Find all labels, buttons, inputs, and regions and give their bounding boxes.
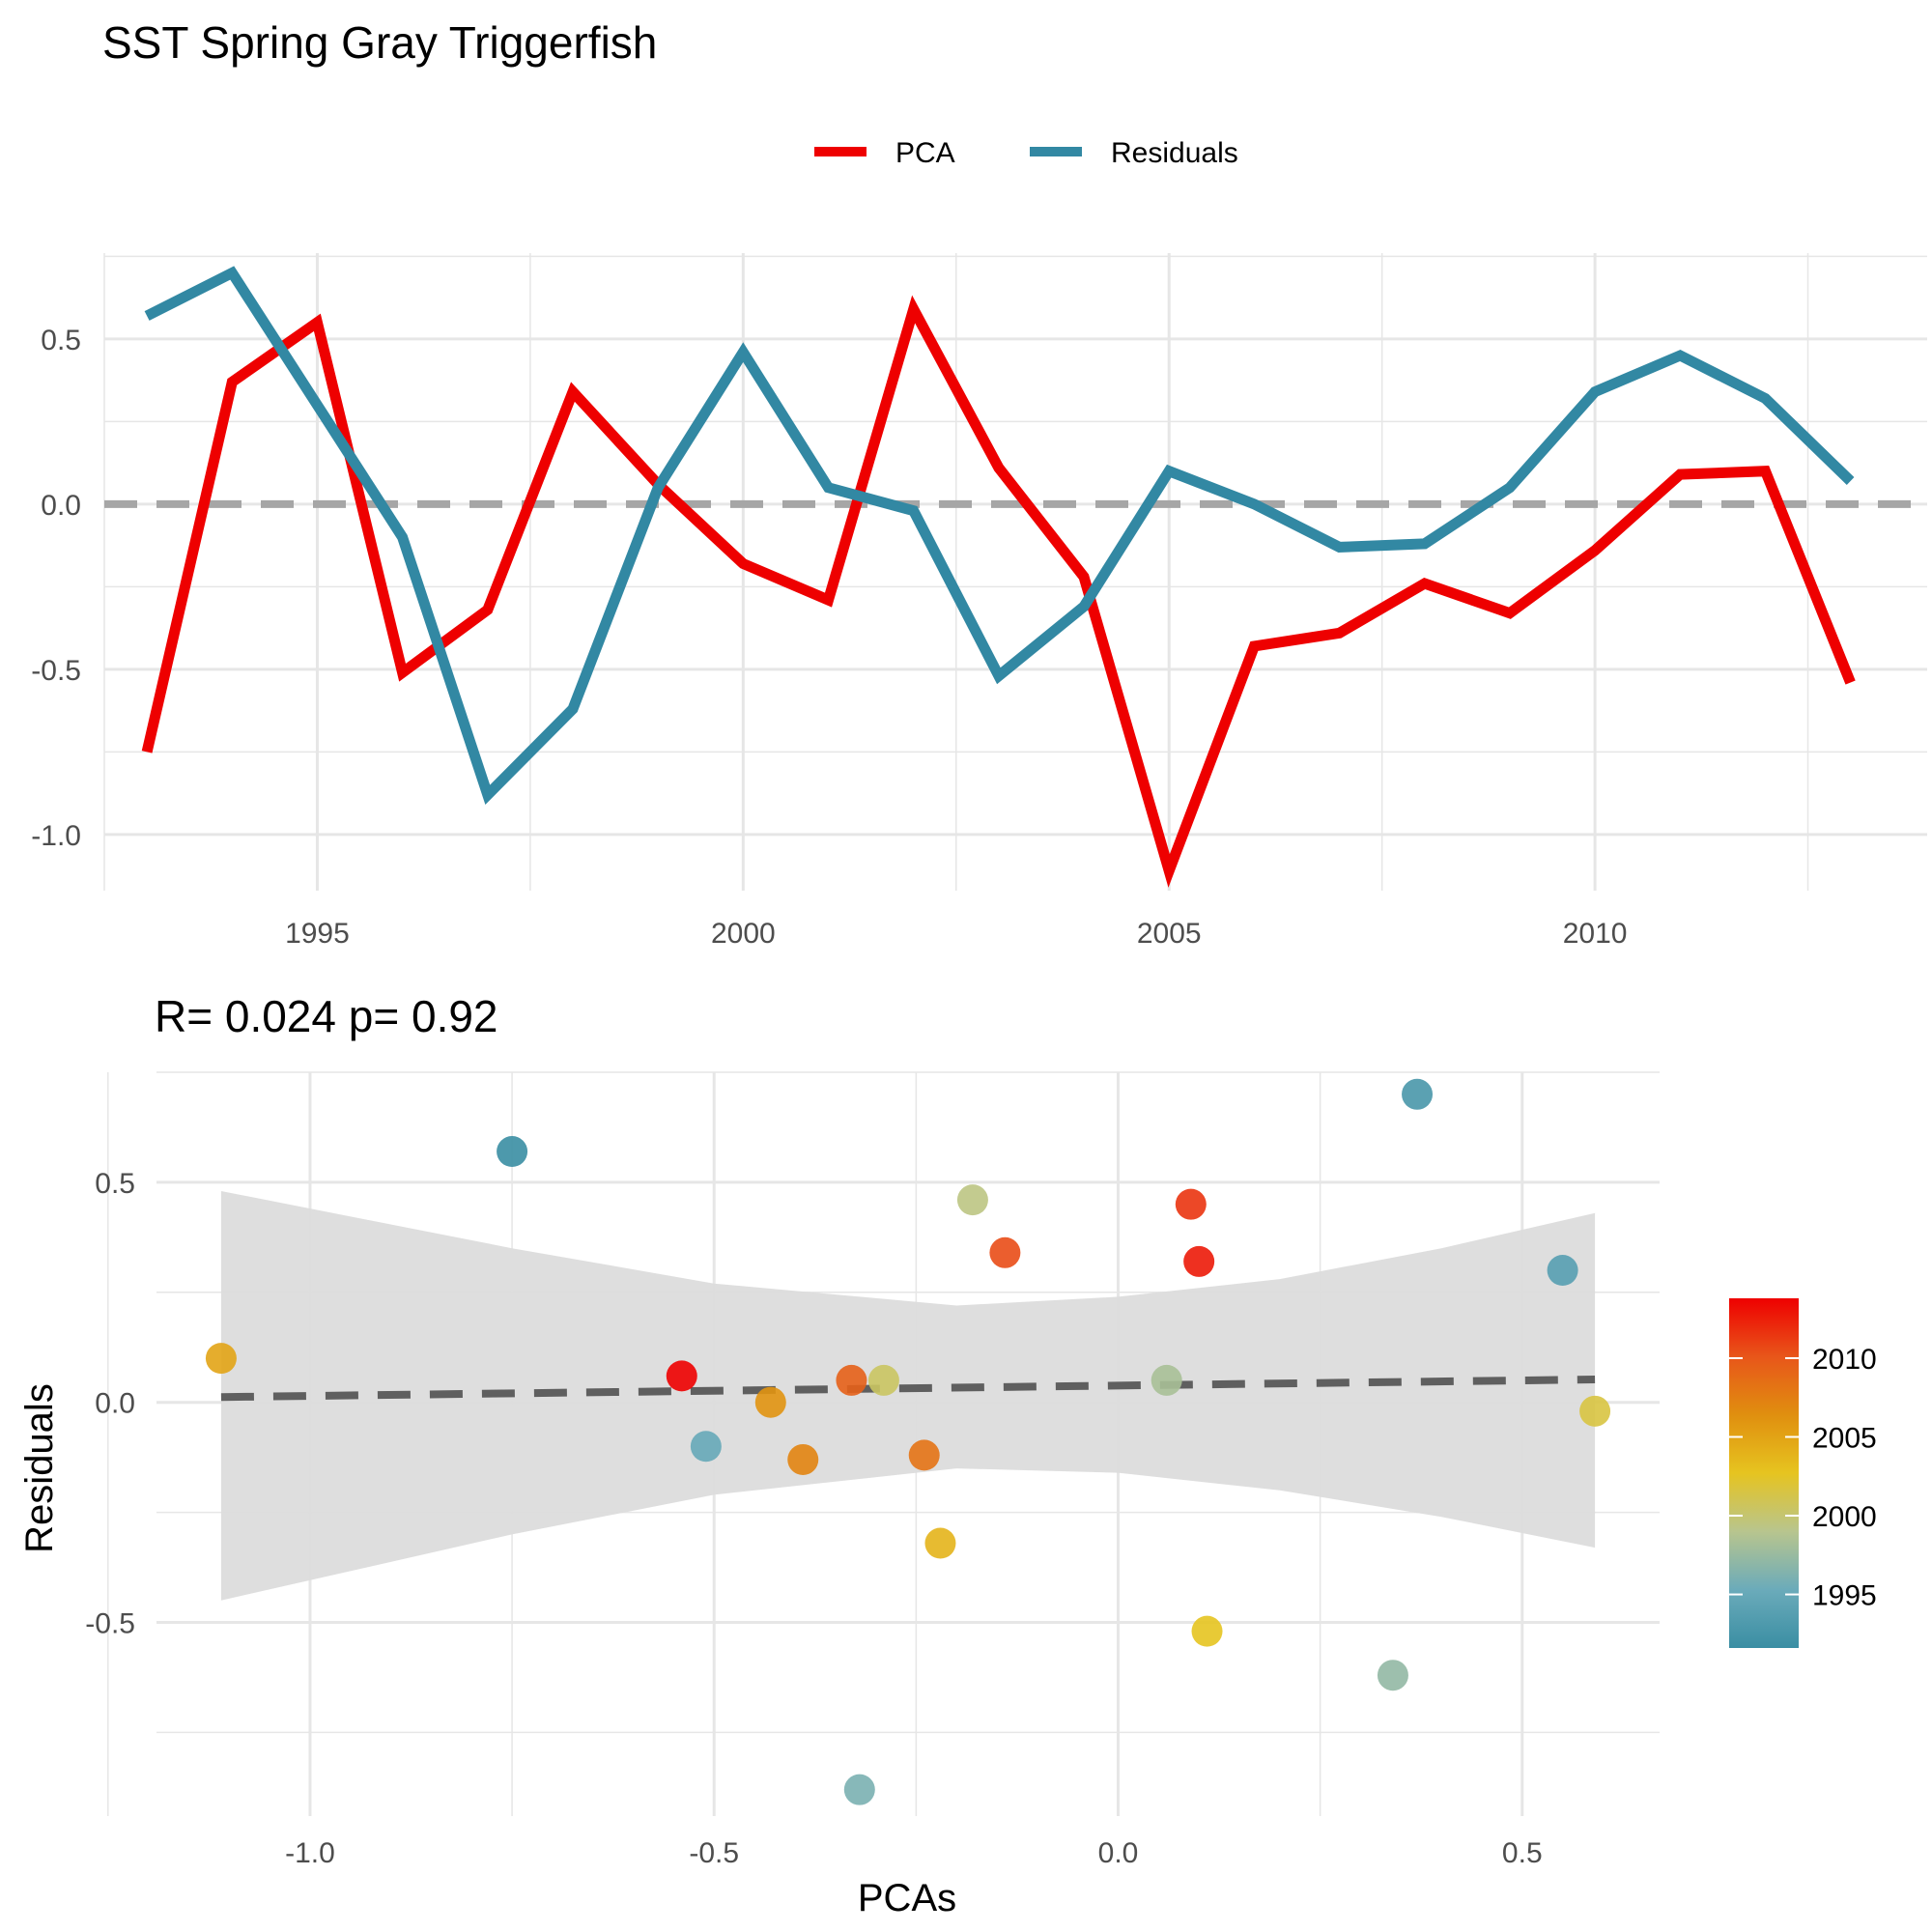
- x-tick-label: 2005: [1137, 918, 1202, 950]
- chart-title: SST Spring Gray Triggerfish: [102, 17, 657, 68]
- data-point: [205, 1343, 237, 1375]
- scatter-panel: -1.0 -0.5 0.0 0.5 0.5 0.0 -0.5: [85, 1071, 1660, 1869]
- x-tick-label: 0.5: [1502, 1837, 1543, 1869]
- data-point: [843, 1774, 875, 1805]
- data-point: [924, 1527, 956, 1559]
- data-point: [908, 1439, 940, 1471]
- x-tick-label: 2010: [1563, 918, 1628, 950]
- data-point: [754, 1386, 786, 1418]
- data-point: [836, 1364, 867, 1396]
- data-point: [867, 1364, 899, 1396]
- legend-pca-label: PCA: [895, 137, 955, 169]
- y-tick-label: 0.0: [41, 490, 81, 522]
- y-tick-label: -1.0: [31, 820, 81, 852]
- regression-fit-line: [220, 1376, 1596, 1402]
- data-point: [1183, 1245, 1215, 1277]
- y-tick-label: -0.5: [31, 655, 81, 687]
- x-tick-label: 0.0: [1098, 1837, 1139, 1869]
- data-point: [1547, 1255, 1578, 1287]
- x-axis-title: PCAs: [858, 1877, 956, 1919]
- series-line-pca: [141, 295, 1856, 888]
- x-tick-label: 1995: [285, 918, 350, 950]
- data-point: [1377, 1660, 1408, 1691]
- data-point: [989, 1236, 1021, 1268]
- y-tick-label: 0.5: [95, 1168, 135, 1200]
- x-tick-label: 2000: [711, 918, 776, 950]
- legend: PCA Residuals: [814, 137, 1238, 169]
- timeseries-panel: 0.5 0.0 -0.5 -1.0 1995 2000 2005 2010: [31, 253, 1927, 950]
- x-tick-label: -0.5: [689, 1837, 739, 1869]
- data-point: [1191, 1615, 1223, 1647]
- data-point: [1151, 1364, 1182, 1396]
- series-line-residuals: [144, 266, 1855, 806]
- y-tick-label: 0.0: [95, 1388, 135, 1420]
- data-point: [787, 1443, 819, 1475]
- x-tick-label: -1.0: [285, 1837, 335, 1869]
- legend-residuals-label: Residuals: [1111, 137, 1238, 169]
- confidence-band: [220, 1191, 1596, 1601]
- colorbar-label: 2000: [1812, 1501, 1877, 1533]
- data-point: [1402, 1078, 1434, 1110]
- data-point: [1579, 1395, 1611, 1427]
- y-axis-title: Residuals: [18, 1383, 61, 1553]
- data-point: [956, 1184, 988, 1216]
- colorbar: 2010 2005 2000 1995: [1729, 1298, 1877, 1648]
- correlation-subtitle: R= 0.024 p= 0.92: [155, 991, 498, 1041]
- data-point: [666, 1360, 697, 1392]
- data-point: [1175, 1188, 1207, 1220]
- colorbar-gradient: [1729, 1298, 1799, 1648]
- colorbar-label: 2005: [1812, 1422, 1877, 1454]
- y-tick-label: -0.5: [85, 1608, 135, 1640]
- data-point: [690, 1431, 722, 1463]
- data-point: [497, 1136, 528, 1168]
- colorbar-label: 2010: [1812, 1344, 1877, 1376]
- colorbar-label: 1995: [1812, 1580, 1877, 1612]
- y-tick-label: 0.5: [41, 325, 81, 356]
